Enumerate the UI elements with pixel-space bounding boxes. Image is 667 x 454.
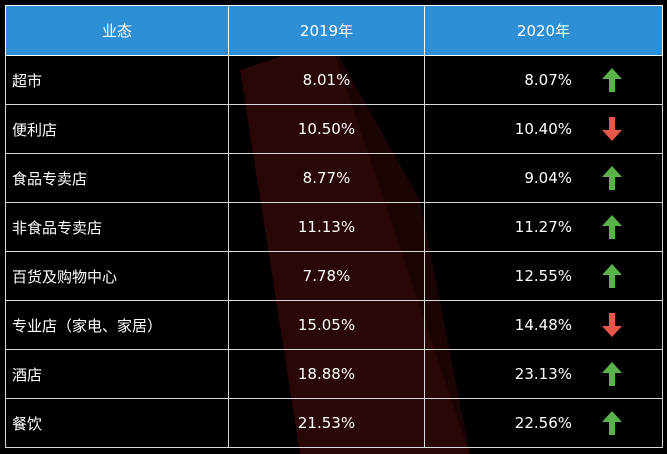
- row-format-name: 食品专卖店: [5, 153, 229, 203]
- header-2020: 2020年: [424, 5, 663, 56]
- table-row: 餐饮 21.53% 22.56%: [5, 398, 663, 448]
- row-value-2020-cell: 14.48%: [424, 300, 663, 350]
- arrow-up-icon: [602, 215, 622, 239]
- row-format-name: 非食品专卖店: [5, 202, 229, 252]
- row-value-2019: 8.01%: [228, 55, 425, 105]
- table-header: 业态 2019年 2020年: [5, 5, 663, 56]
- row-format-name: 百货及购物中心: [5, 251, 229, 301]
- row-value-2020: 10.40%: [514, 120, 572, 138]
- arrow-up-icon: [602, 68, 622, 92]
- row-value-2020: 14.48%: [514, 316, 572, 334]
- row-value-2019: 11.13%: [228, 202, 425, 252]
- table-body: 超市 8.01% 8.07% 便利店 10.50% 10.40% 食品专卖店 8…: [5, 55, 663, 448]
- row-value-2019: 7.78%: [228, 251, 425, 301]
- row-value-2019: 21.53%: [228, 398, 425, 448]
- row-value-2020-cell: 22.56%: [424, 398, 663, 448]
- row-value-2020: 23.13%: [514, 365, 572, 383]
- table-row: 便利店 10.50% 10.40%: [5, 104, 663, 154]
- row-value-2020-cell: 23.13%: [424, 349, 663, 399]
- arrow-up-icon: [602, 362, 622, 386]
- row-format-name: 便利店: [5, 104, 229, 154]
- arrow-up-icon: [602, 166, 622, 190]
- row-value-2020: 22.56%: [514, 414, 572, 432]
- row-value-2020-cell: 8.07%: [424, 55, 663, 105]
- table-row: 食品专卖店 8.77% 9.04%: [5, 153, 663, 203]
- row-value-2019: 10.50%: [228, 104, 425, 154]
- arrow-up-icon: [602, 411, 622, 435]
- row-value-2020: 9.04%: [524, 169, 572, 187]
- row-value-2020: 8.07%: [524, 71, 572, 89]
- table-row: 百货及购物中心 7.78% 12.55%: [5, 251, 663, 301]
- table-row: 酒店 18.88% 23.13%: [5, 349, 663, 399]
- row-format-name: 酒店: [5, 349, 229, 399]
- row-value-2020-cell: 9.04%: [424, 153, 663, 203]
- header-format: 业态: [5, 5, 229, 56]
- header-row: 业态 2019年 2020年: [5, 5, 663, 56]
- row-value-2020-cell: 10.40%: [424, 104, 663, 154]
- arrow-up-icon: [602, 264, 622, 288]
- table-row: 专业店（家电、家居） 15.05% 14.48%: [5, 300, 663, 350]
- row-value-2019: 15.05%: [228, 300, 425, 350]
- header-2019: 2019年: [228, 5, 425, 56]
- row-value-2019: 18.88%: [228, 349, 425, 399]
- row-format-name: 超市: [5, 55, 229, 105]
- table-row: 超市 8.01% 8.07%: [5, 55, 663, 105]
- retail-format-table: 业态 2019年 2020年 超市 8.01% 8.07% 便利店 10.50%…: [5, 5, 663, 448]
- row-value-2019: 8.77%: [228, 153, 425, 203]
- row-value-2020: 11.27%: [514, 218, 572, 236]
- row-format-name: 餐饮: [5, 398, 229, 448]
- row-value-2020-cell: 12.55%: [424, 251, 663, 301]
- table-row: 非食品专卖店 11.13% 11.27%: [5, 202, 663, 252]
- arrow-down-icon: [602, 313, 622, 337]
- arrow-down-icon: [602, 117, 622, 141]
- row-value-2020-cell: 11.27%: [424, 202, 663, 252]
- row-value-2020: 12.55%: [514, 267, 572, 285]
- row-format-name: 专业店（家电、家居）: [5, 300, 229, 350]
